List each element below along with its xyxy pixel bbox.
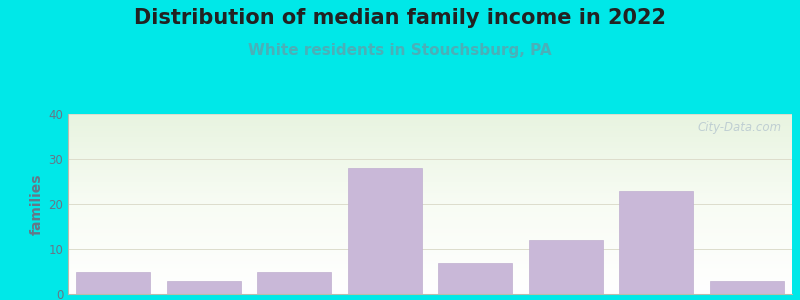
Bar — [76, 272, 150, 294]
Y-axis label: families: families — [30, 173, 44, 235]
Text: White residents in Stouchsburg, PA: White residents in Stouchsburg, PA — [248, 44, 552, 59]
Text: Distribution of median family income in 2022: Distribution of median family income in … — [134, 8, 666, 28]
Bar — [438, 262, 512, 294]
Bar — [710, 280, 784, 294]
Bar — [166, 280, 241, 294]
Bar — [529, 240, 603, 294]
Bar — [348, 168, 422, 294]
Text: City-Data.com: City-Data.com — [697, 121, 781, 134]
Bar — [257, 272, 331, 294]
Bar — [619, 190, 694, 294]
